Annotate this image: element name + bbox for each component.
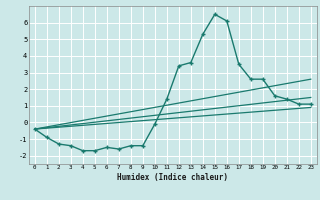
X-axis label: Humidex (Indice chaleur): Humidex (Indice chaleur) (117, 173, 228, 182)
